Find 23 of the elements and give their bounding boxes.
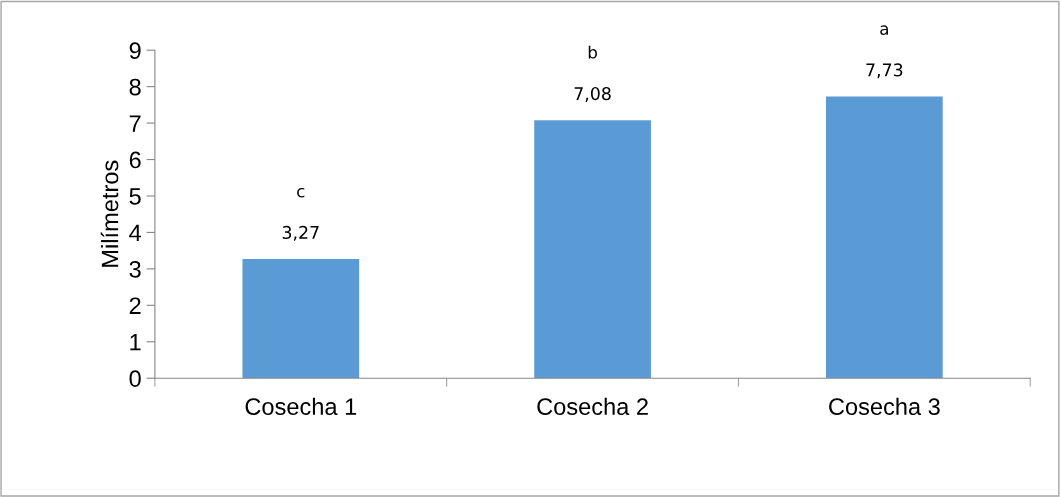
- data-label: 7,08: [574, 87, 611, 102]
- text: a: [880, 25, 888, 35]
- y-tick-label: 4: [129, 224, 142, 241]
- y-axis-title: Milímetros: [100, 160, 119, 267]
- y-tick-label: 3: [129, 260, 141, 278]
- y-tick-label: 6: [129, 151, 141, 169]
- x-tick-label: Cosecha 3: [829, 397, 940, 415]
- data-label: 3,27: [282, 225, 319, 241]
- y-tick-label: 8: [129, 78, 141, 96]
- annotation: b: [588, 45, 597, 59]
- y-tick-label: 9: [129, 42, 141, 59]
- bar: [825, 96, 943, 379]
- bar: [534, 120, 651, 379]
- data-label: 7,73: [866, 63, 903, 79]
- y-tick-label: 5: [129, 188, 141, 205]
- x-tick-label: Cosecha 2: [537, 397, 648, 415]
- y-tick-label: 1: [130, 334, 141, 351]
- y-tick-label: 0: [129, 370, 141, 387]
- y-tick-label: 2: [129, 297, 141, 314]
- x-tick-label: Cosecha 1: [245, 397, 357, 415]
- annotation: c: [297, 187, 305, 198]
- bar: [242, 259, 360, 379]
- y-tick-label: 7: [129, 115, 141, 132]
